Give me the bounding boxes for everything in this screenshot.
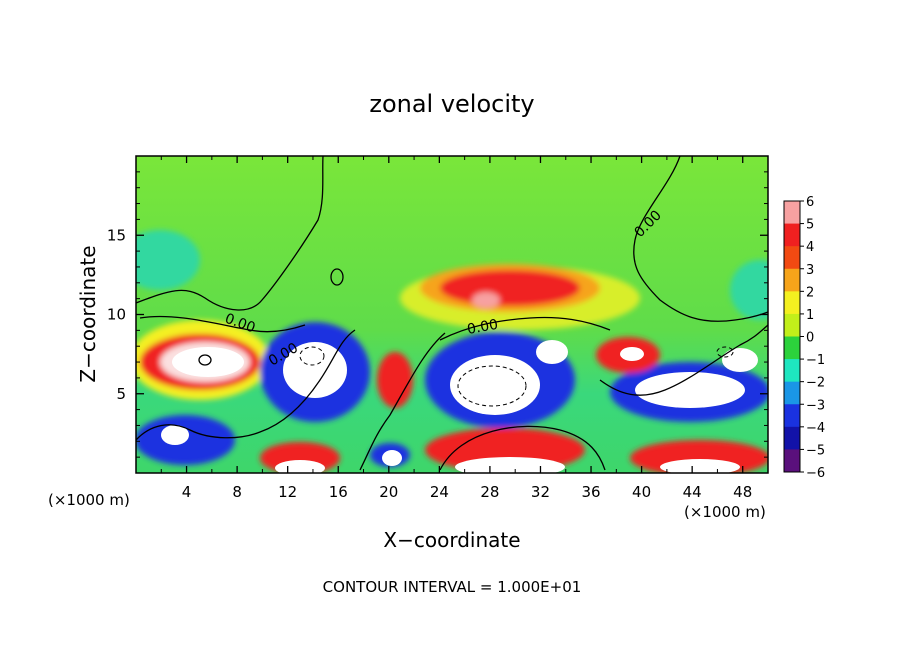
colorbar-label: −2: [806, 376, 825, 391]
zero-contour-upper: [136, 156, 324, 311]
colorbar-cell: [784, 246, 800, 270]
white-right-upper: [722, 348, 758, 372]
x-tick-label: 4: [182, 483, 192, 501]
colorbar-cell: [784, 291, 800, 315]
chart-title: zonal velocity: [369, 90, 534, 118]
red-jet-core: [472, 292, 500, 308]
zero-contour-lower-right: [599, 324, 768, 396]
white-right-red: [620, 347, 644, 361]
y-axis-label: Z−coordinate: [76, 245, 100, 382]
contour-interval-note: CONTOUR INTERVAL = 1.000E+01: [323, 578, 582, 596]
dashed-contours: [299, 346, 734, 407]
dashed-contour-center: [457, 365, 527, 407]
colorbar-cell: [784, 201, 800, 225]
white-left: [172, 347, 244, 377]
colorbar-cell: [784, 336, 800, 360]
colorbar-cell: [784, 449, 800, 473]
colorbar-cell: [784, 381, 800, 405]
white-center: [450, 355, 540, 415]
zero-contour-right: [633, 156, 768, 322]
x-tick-label: 36: [581, 483, 600, 501]
zero-contour-mid: [139, 315, 306, 333]
colorbar-cell: [784, 404, 800, 428]
colorbar-label: 3: [806, 263, 814, 278]
x-tick-label: 16: [329, 483, 348, 501]
colorbar-cell: [784, 268, 800, 292]
white-right: [635, 372, 745, 408]
x-tick-label: 48: [733, 483, 752, 501]
colorbar-label: 2: [806, 285, 814, 300]
contour-lines: [136, 156, 768, 471]
dashed-contour-mid-left: [299, 346, 325, 366]
dashed-contour-right: [716, 346, 734, 358]
small-closed-contour: [330, 268, 344, 286]
white-bottom-right: [660, 459, 740, 473]
colorbar: 6 5 4 3 2 1 0 −1 −2 −3 −4 −5 −6: [783, 195, 825, 481]
white-bottom-center: [455, 457, 565, 473]
closed-contour-left: [198, 354, 212, 366]
x-tick-label: 44: [683, 483, 702, 501]
colorbar-label: 4: [806, 240, 814, 255]
x-tick-label: 20: [379, 483, 398, 501]
colorbar-cell: [784, 313, 800, 337]
x-axis-label: X−coordinate: [383, 528, 520, 552]
plot-area: 0.00 0.00 0.00 0.00: [136, 156, 768, 473]
red-small-center: [377, 352, 413, 408]
colorbar-label: 0: [806, 331, 814, 346]
x-axis: 4 8 12 16 20 24 28 32 36 40 44 48: [160, 156, 752, 501]
white-low-small: [382, 450, 402, 466]
cyan-region-right: [730, 260, 768, 320]
y-tick-label: 15: [107, 226, 126, 244]
colorbar-label: 5: [806, 218, 814, 233]
y-axis: 5 10 15: [107, 171, 768, 458]
zero-contour-center: [439, 316, 611, 341]
field-blobs: [136, 230, 768, 473]
contour-label: 0.00: [466, 317, 499, 338]
colorbar-label: −6: [806, 466, 825, 481]
white-low-left: [161, 425, 189, 445]
colorbar-cell: [784, 223, 800, 247]
colorbar-label: −5: [806, 443, 825, 458]
x-tick-label: 28: [480, 483, 499, 501]
y-tick-label: 5: [116, 385, 126, 403]
red-jet: [440, 270, 580, 306]
colorbar-cell: [784, 359, 800, 383]
zero-contour-lower-left: [136, 329, 356, 441]
saturated-regions: [161, 340, 758, 473]
white-mid-left: [283, 342, 347, 398]
colorbar-label: −4: [806, 421, 825, 436]
x-tick-label: 32: [531, 483, 550, 501]
y-tick-label: 10: [107, 306, 126, 324]
colorbar-label: −3: [806, 398, 825, 413]
x-tick-label: 8: [232, 483, 242, 501]
x-tick-label: 24: [430, 483, 449, 501]
colorbar-label: −1: [806, 353, 825, 368]
white-center-small: [536, 340, 568, 364]
zero-contour-lower-mid: [359, 332, 446, 471]
x-tick-label: 12: [278, 483, 297, 501]
colorbar-label: 1: [806, 308, 814, 323]
colorbar-label: 6: [806, 195, 814, 210]
cyan-region-left: [136, 230, 200, 290]
x-axis-unit-left: (×1000 m): [48, 491, 130, 509]
x-tick-label: 40: [632, 483, 651, 501]
zero-contour-bottom: [439, 425, 606, 471]
x-axis-unit-right: (×1000 m): [684, 503, 766, 521]
colorbar-cell: [784, 426, 800, 450]
